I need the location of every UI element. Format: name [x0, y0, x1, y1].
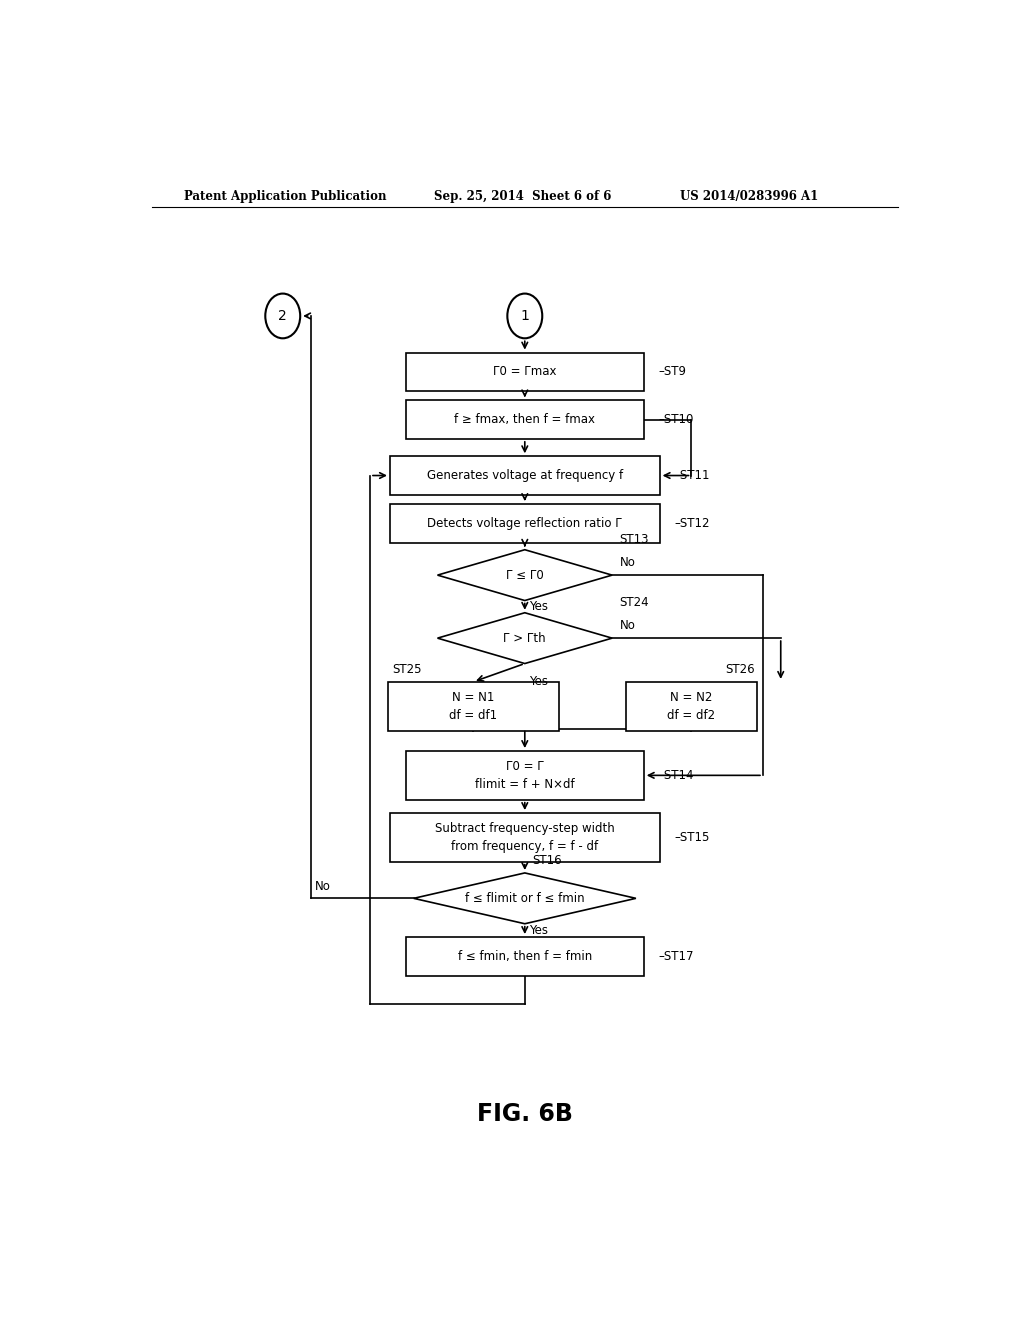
- Text: ST13: ST13: [620, 533, 649, 546]
- Polygon shape: [414, 873, 636, 924]
- Text: f ≤ flimit or f ≤ fmin: f ≤ flimit or f ≤ fmin: [465, 892, 585, 904]
- Text: N = N2
df = df2: N = N2 df = df2: [668, 690, 716, 722]
- FancyBboxPatch shape: [390, 504, 659, 543]
- Text: Yes: Yes: [528, 601, 548, 612]
- Text: ST16: ST16: [532, 854, 562, 867]
- Text: –ST12: –ST12: [674, 517, 710, 529]
- Text: Sep. 25, 2014  Sheet 6 of 6: Sep. 25, 2014 Sheet 6 of 6: [433, 190, 611, 202]
- FancyBboxPatch shape: [390, 457, 659, 495]
- Text: ST26: ST26: [725, 663, 755, 676]
- FancyBboxPatch shape: [406, 937, 644, 975]
- Text: –ST9: –ST9: [658, 366, 686, 379]
- Text: ST25: ST25: [392, 663, 421, 676]
- Text: –ST15: –ST15: [674, 830, 710, 843]
- Text: Γ0 = Γmax: Γ0 = Γmax: [493, 366, 557, 379]
- Text: 2: 2: [279, 309, 287, 323]
- Text: –ST17: –ST17: [658, 950, 693, 962]
- Text: f ≥ fmax, then f = fmax: f ≥ fmax, then f = fmax: [455, 413, 595, 426]
- Polygon shape: [437, 612, 612, 664]
- Text: Γ0 = Γ
flimit = f + N×df: Γ0 = Γ flimit = f + N×df: [475, 760, 574, 791]
- Text: f ≤ fmin, then f = fmin: f ≤ fmin, then f = fmin: [458, 950, 592, 962]
- Text: 1: 1: [520, 309, 529, 323]
- Text: US 2014/0283996 A1: US 2014/0283996 A1: [680, 190, 818, 202]
- FancyBboxPatch shape: [626, 682, 757, 731]
- FancyBboxPatch shape: [406, 400, 644, 440]
- Polygon shape: [437, 549, 612, 601]
- Text: Yes: Yes: [528, 924, 548, 937]
- FancyBboxPatch shape: [406, 352, 644, 391]
- Text: –ST11: –ST11: [674, 469, 710, 482]
- Text: Γ > Γth: Γ > Γth: [504, 632, 546, 644]
- Circle shape: [507, 293, 543, 338]
- Text: –ST10: –ST10: [658, 413, 693, 426]
- Text: Yes: Yes: [528, 676, 548, 688]
- Text: Patent Application Publication: Patent Application Publication: [183, 190, 386, 202]
- Text: Subtract frequency-step width
from frequency, f = f - df: Subtract frequency-step width from frequ…: [435, 822, 614, 853]
- Text: N = N1
df = df1: N = N1 df = df1: [450, 690, 498, 722]
- Circle shape: [265, 293, 300, 338]
- Text: No: No: [620, 619, 636, 632]
- Text: No: No: [620, 557, 636, 569]
- Text: –ST14: –ST14: [658, 768, 693, 781]
- FancyBboxPatch shape: [388, 682, 558, 731]
- Text: Generates voltage at frequency f: Generates voltage at frequency f: [427, 469, 623, 482]
- Text: Γ ≤ Γ0: Γ ≤ Γ0: [506, 569, 544, 582]
- Text: ST24: ST24: [620, 597, 649, 609]
- FancyBboxPatch shape: [406, 751, 644, 800]
- Text: No: No: [314, 879, 331, 892]
- Text: FIG. 6B: FIG. 6B: [477, 1102, 572, 1126]
- Text: Detects voltage reflection ratio Γ: Detects voltage reflection ratio Γ: [427, 517, 623, 529]
- FancyBboxPatch shape: [390, 813, 659, 862]
